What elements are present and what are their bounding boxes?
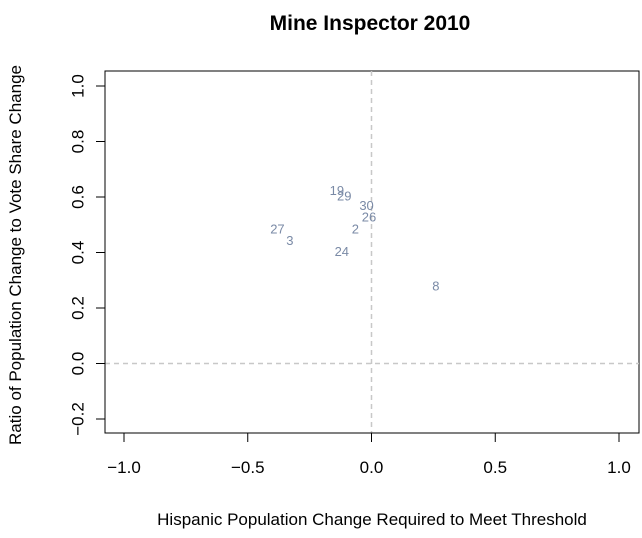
data-point-label: 24	[335, 244, 349, 259]
data-point-label: 26	[362, 209, 376, 224]
x-tick-label: −1.0	[107, 458, 141, 477]
x-axis: −1.0 −0.5 0.0 0.5 1.0	[107, 432, 631, 477]
x-tick-label: 0.0	[360, 458, 384, 477]
x-tick-label: 1.0	[607, 458, 631, 477]
y-tick-label: 0.2	[68, 296, 87, 320]
data-point-label: 3	[286, 233, 293, 248]
data-point-label: 29	[337, 188, 351, 203]
y-tick-label: 0.6	[68, 185, 87, 209]
y-axis: −0.2 0.0 0.2 0.4 0.6 0.8 1.0	[68, 74, 106, 436]
data-point-label: 8	[432, 279, 439, 294]
chart-title: Mine Inspector 2010	[270, 12, 471, 35]
y-tick-label: −0.2	[68, 402, 87, 436]
data-point-label: 30	[359, 198, 373, 213]
y-tick-label: 0.8	[68, 130, 87, 154]
y-tick-label: 1.0	[68, 74, 87, 98]
x-tick-label: −0.5	[231, 458, 265, 477]
x-tick-label: 0.5	[483, 458, 507, 477]
y-tick-label: 0.4	[68, 241, 87, 265]
data-point-label: 2	[352, 222, 359, 237]
y-tick-label: 0.0	[68, 352, 87, 376]
data-point-label: 27	[270, 222, 284, 237]
x-axis-label: Hispanic Population Change Required to M…	[157, 510, 587, 529]
data-point-label: 19	[330, 183, 344, 198]
y-axis-label: Ratio of Population Change to Vote Share…	[6, 65, 25, 445]
